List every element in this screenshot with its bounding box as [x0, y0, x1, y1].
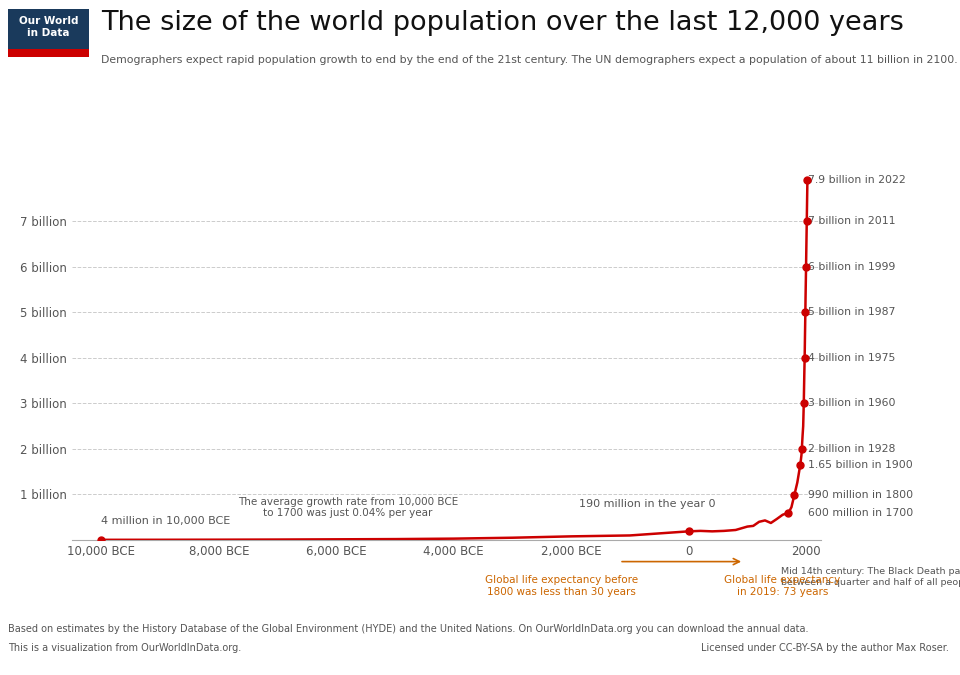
- Text: 5 billion in 1987: 5 billion in 1987: [808, 307, 896, 317]
- Text: 1.65 billion in 1900: 1.65 billion in 1900: [808, 460, 913, 470]
- Text: 990 million in 1800: 990 million in 1800: [808, 490, 914, 500]
- Text: This is a visualization from OurWorldInData.org.: This is a visualization from OurWorldInD…: [8, 643, 241, 653]
- Text: 190 million in the year 0: 190 million in the year 0: [579, 499, 716, 509]
- Text: The size of the world population over the last 12,000 years: The size of the world population over th…: [101, 10, 903, 36]
- Text: 3 billion in 1960: 3 billion in 1960: [808, 398, 896, 408]
- Text: Based on estimates by the History Database of the Global Environment (HYDE) and : Based on estimates by the History Databa…: [8, 624, 808, 634]
- Text: 2 billion in 1928: 2 billion in 1928: [808, 444, 896, 454]
- Text: Mid 14th century: The Black Death pandemic killed
between a quarter and half of : Mid 14th century: The Black Death pandem…: [780, 567, 960, 587]
- Text: 4 billion in 1975: 4 billion in 1975: [808, 353, 896, 363]
- Text: 6 billion in 1999: 6 billion in 1999: [808, 262, 896, 272]
- Text: The average growth rate from 10,000 BCE
to 1700 was just 0.04% per year: The average growth rate from 10,000 BCE …: [238, 497, 458, 518]
- Bar: [8, 9, 89, 49]
- Text: Our World
in Data: Our World in Data: [19, 16, 78, 38]
- Text: Demographers expect rapid population growth to end by the end of the 21st centur: Demographers expect rapid population gro…: [101, 55, 957, 65]
- Text: Global life expectancy
in 2019: 73 years: Global life expectancy in 2019: 73 years: [724, 575, 841, 597]
- Text: 7 billion in 2011: 7 billion in 2011: [808, 216, 896, 226]
- Text: 7.9 billion in 2022: 7.9 billion in 2022: [808, 176, 906, 186]
- Text: 4 million in 10,000 BCE: 4 million in 10,000 BCE: [102, 516, 230, 526]
- Text: 600 million in 1700: 600 million in 1700: [808, 508, 914, 518]
- Text: Licensed under CC-BY-SA by the author Max Roser.: Licensed under CC-BY-SA by the author Ma…: [701, 643, 948, 653]
- Text: Global life expectancy before
1800 was less than 30 years: Global life expectancy before 1800 was l…: [485, 575, 638, 597]
- Bar: [8, 49, 89, 57]
